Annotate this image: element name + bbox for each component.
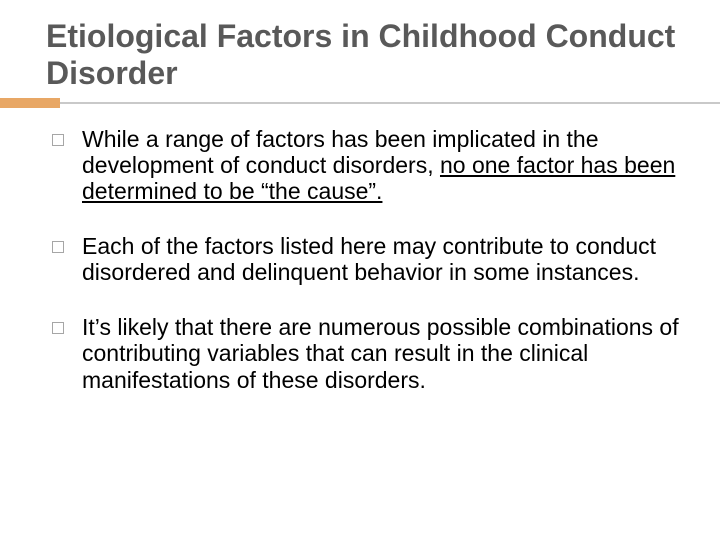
bullet-item: Each of the factors listed here may cont… bbox=[52, 233, 680, 286]
slide: Etiological Factors in Childhood Conduct… bbox=[0, 0, 720, 540]
bullet-marker-icon bbox=[52, 241, 64, 253]
accent-block bbox=[0, 98, 60, 108]
content-area: While a range of factors has been implic… bbox=[30, 126, 690, 394]
bullet-pre: Each of the factors listed here may cont… bbox=[82, 233, 656, 285]
bullet-marker-icon bbox=[52, 134, 64, 146]
bullet-text: Each of the factors listed here may cont… bbox=[82, 233, 680, 286]
bullet-marker-icon bbox=[52, 322, 64, 334]
bullet-item: While a range of factors has been implic… bbox=[52, 126, 680, 205]
bullet-item: It’s likely that there are numerous poss… bbox=[52, 314, 680, 393]
title-underline bbox=[30, 98, 690, 108]
bullet-text: It’s likely that there are numerous poss… bbox=[82, 314, 680, 393]
bullet-pre: It’s likely that there are numerous poss… bbox=[82, 314, 679, 393]
bullet-text: While a range of factors has been implic… bbox=[82, 126, 680, 205]
slide-title: Etiological Factors in Childhood Conduct… bbox=[46, 18, 690, 92]
gray-line bbox=[60, 102, 720, 104]
